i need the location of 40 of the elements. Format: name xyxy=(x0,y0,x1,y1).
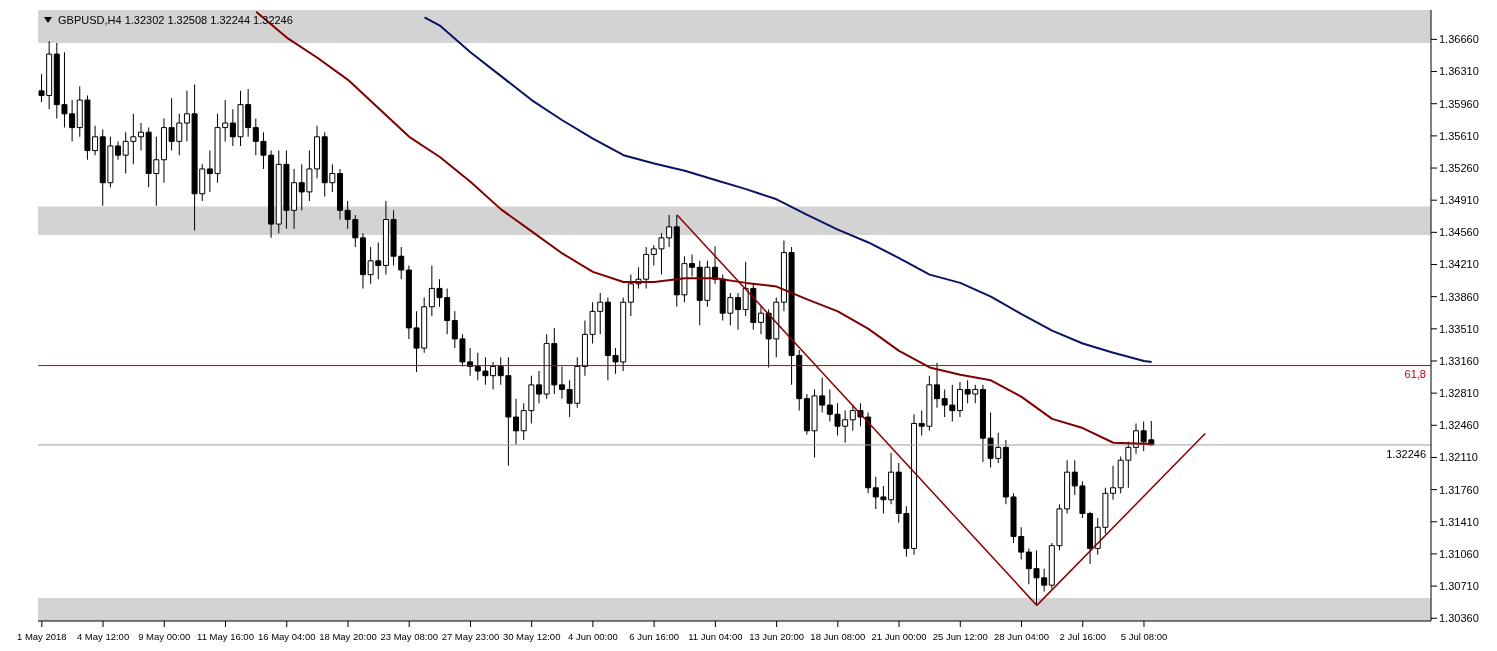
y-tick-label: 1.35260 xyxy=(1439,161,1479,174)
x-tick-label: 28 Jun 04:00 xyxy=(994,631,1049,642)
y-tick-label: 1.30360 xyxy=(1439,612,1479,625)
x-tick-label: 1 May 2018 xyxy=(17,631,67,642)
y-tick-label: 1.33160 xyxy=(1439,354,1479,367)
ref-line-label: 1.32246 xyxy=(1386,447,1426,460)
y-tick-label: 1.31410 xyxy=(1439,515,1479,528)
y-tick-label: 1.33860 xyxy=(1439,290,1479,303)
x-tick-label: 11 May 16:00 xyxy=(197,631,254,642)
y-tick-label: 1.32110 xyxy=(1439,451,1478,464)
y-tick-label: 1.34560 xyxy=(1439,226,1479,239)
y-tick-label: 1.32810 xyxy=(1439,387,1479,400)
x-tick-label: 30 May 12:00 xyxy=(502,631,561,642)
y-tick-label: 1.35960 xyxy=(1439,97,1479,110)
x-tick-label: 4 May 12:00 xyxy=(76,631,130,642)
x-tick-label: 21 Jun 00:00 xyxy=(871,631,927,642)
annotation: 61,8 xyxy=(1404,368,1426,381)
y-tick-label: 1.36310 xyxy=(1439,65,1479,78)
x-tick-label: 13 Jun 20:00 xyxy=(749,631,805,642)
y-tick-label: 1.31760 xyxy=(1439,483,1479,496)
y-tick-label: 1.30710 xyxy=(1439,579,1479,592)
x-tick-label: 18 May 20:00 xyxy=(319,631,377,642)
y-tick-label: 1.34210 xyxy=(1439,258,1479,271)
y-tick-label: 1.36660 xyxy=(1439,33,1479,46)
x-tick-label: 27 May 23:00 xyxy=(441,631,500,642)
x-tick-label: 9 May 00:00 xyxy=(138,631,191,642)
y-tick-label: 1.33510 xyxy=(1439,322,1479,335)
y-tick-label: 1.34910 xyxy=(1439,194,1479,207)
x-tick-label: 4 Jun 00:00 xyxy=(568,631,618,642)
x-tick-label: 5 Jul 08:00 xyxy=(1120,631,1168,642)
x-tick-label: 18 Jun 08:00 xyxy=(810,631,866,642)
y-tick-label: 1.31060 xyxy=(1439,547,1479,560)
x-tick-label: 2 Jul 16:00 xyxy=(1059,631,1106,642)
y-tick-label: 1.32460 xyxy=(1439,419,1479,432)
y-tick-label: 1.35610 xyxy=(1439,129,1479,142)
x-tick-label: 25 Jun 12:00 xyxy=(932,631,988,642)
x-tick-label: 11 Jun 04:00 xyxy=(688,631,743,642)
x-tick-label: 6 Jun 16:00 xyxy=(629,631,679,642)
x-tick-label: 23 May 08:00 xyxy=(380,631,438,642)
x-tick-label: 16 May 04:00 xyxy=(257,631,316,642)
